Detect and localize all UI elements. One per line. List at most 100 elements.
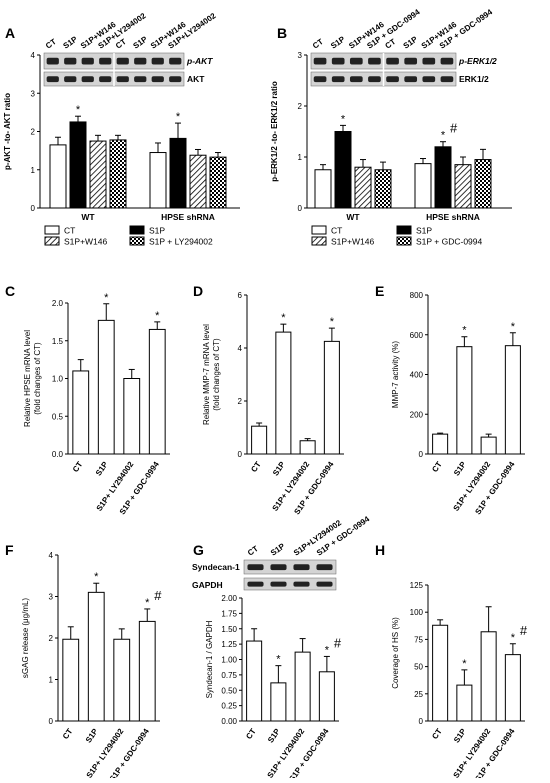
- y-tick-label-E: 400: [410, 371, 424, 380]
- blot-band: [331, 76, 345, 83]
- y-tick-label-F: 0: [49, 717, 54, 726]
- blot-band: [313, 57, 327, 65]
- blot-band: [349, 57, 363, 65]
- legend-swatch-B: [396, 225, 412, 235]
- bar-A: [69, 121, 87, 209]
- blot-band: [313, 76, 327, 83]
- y-tick-label-G: 0.25: [221, 702, 237, 711]
- legend-label-B: S1P + GDC-0994: [416, 237, 483, 247]
- significance-star-H: *: [462, 658, 467, 670]
- y-tick-label-B: 0: [298, 204, 303, 213]
- legend-swatch-B: [311, 225, 327, 235]
- category-label-F: S1P: [84, 726, 100, 744]
- significance-star-G: *: [325, 644, 330, 656]
- lane-label: S1P: [61, 34, 79, 50]
- blot-band: [116, 76, 129, 83]
- y-tick-label-H: 0: [419, 717, 424, 726]
- y-axis-label-C: Relative HPSE mRNA level: [23, 330, 32, 427]
- bar-H: [480, 631, 497, 722]
- blot-label-A: AKT: [187, 74, 205, 84]
- legend-label-B: S1P: [416, 226, 432, 236]
- significance-star-A: *: [176, 111, 181, 123]
- y-axis-label-E: MMP-7 activity (%): [391, 341, 400, 408]
- bar-A: [89, 140, 107, 209]
- y-tick-label-H: 25: [414, 690, 423, 699]
- blot-band: [99, 76, 112, 83]
- significance-star-H: *: [511, 632, 516, 644]
- blot-label-B: ERK1/2: [459, 74, 489, 84]
- bar-B: [474, 159, 492, 209]
- blot-band: [81, 57, 94, 65]
- bar-E: [504, 345, 521, 455]
- y-tick-label-G: 0.75: [221, 671, 237, 680]
- blot-band: [169, 76, 182, 83]
- bar-D: [299, 440, 316, 455]
- bar-H: [456, 684, 473, 722]
- bar-A: [49, 144, 67, 209]
- bar-B: [434, 146, 452, 209]
- y-tick-label-H: 125: [410, 581, 424, 590]
- y-tick-label-B: 1: [298, 153, 303, 162]
- blot-band: [270, 564, 287, 571]
- bar-D: [275, 331, 292, 455]
- significance-star-D: *: [330, 316, 335, 328]
- y-axis-label-F: sGAG release (μg/mL): [21, 598, 30, 679]
- y-tick-label-F: 4: [49, 551, 54, 560]
- blot-band: [368, 57, 381, 65]
- category-label-E: S1P: [452, 459, 468, 477]
- y-tick-label-D: 6: [238, 291, 243, 300]
- y-tick-label-B: 2: [298, 102, 303, 111]
- legend-label-B: CT: [331, 226, 342, 236]
- legend-swatch-B: [396, 236, 412, 246]
- significance-star-B: *: [341, 113, 346, 125]
- y-tick-label-G: 1.50: [221, 625, 237, 634]
- legend-label-A: S1P: [149, 226, 165, 236]
- lane-label: CT: [311, 37, 325, 51]
- y-tick-label-C: 0.0: [52, 450, 64, 459]
- blot-band: [116, 57, 129, 65]
- blot-band: [316, 564, 333, 571]
- legend-label-A: CT: [64, 226, 75, 236]
- blot-band: [134, 76, 147, 83]
- panel-letter-H: H: [375, 542, 385, 558]
- y-tick-label-C: 1.5: [52, 337, 64, 346]
- bar-A: [209, 156, 227, 209]
- blot-band: [64, 76, 77, 83]
- blot-band: [349, 76, 363, 83]
- bar-E: [480, 436, 497, 455]
- y-tick-label-A: 1: [31, 166, 36, 175]
- blot-band: [46, 57, 59, 65]
- blot-band: [151, 57, 164, 65]
- blot-band: [422, 57, 436, 65]
- y-tick-label-A: 2: [31, 128, 36, 137]
- bar-F: [138, 620, 156, 722]
- blot-label-B: p-ERK1/2: [458, 56, 497, 66]
- blot-band: [331, 57, 345, 65]
- y-tick-label-G: 2.00: [221, 594, 237, 603]
- group-label-A: WT: [81, 212, 95, 222]
- y-tick-label-G: 1.75: [221, 609, 237, 618]
- bar-G: [318, 671, 335, 722]
- lane-label: CT: [246, 544, 260, 558]
- bar-D: [251, 425, 268, 455]
- bar-B: [314, 169, 332, 209]
- bar-H: [432, 624, 449, 722]
- blot-band: [169, 57, 182, 65]
- bar-E: [432, 433, 449, 455]
- y-axis-label-G: Syndecan-1 / GAPDH: [205, 620, 214, 698]
- blot-label-G: Syndecan-1: [192, 562, 240, 572]
- bar-G: [270, 682, 287, 722]
- y-axis-label-C: (fold changes of CT): [33, 342, 42, 415]
- significance-star-A: *: [76, 104, 81, 116]
- y-tick-label-G: 0.00: [221, 717, 237, 726]
- panel-letter-B: B: [277, 25, 287, 41]
- y-axis-label-D: (fold changes of CT): [212, 338, 221, 411]
- y-tick-label-E: 0: [419, 450, 424, 459]
- category-label-H: CT: [430, 727, 444, 741]
- significance-star-C: *: [104, 292, 109, 304]
- group-label-B: HPSE shRNA: [426, 212, 480, 222]
- bar-C: [72, 370, 90, 455]
- blot-bottom-G: [243, 577, 337, 591]
- bar-C: [97, 319, 115, 455]
- blot-band: [440, 76, 454, 83]
